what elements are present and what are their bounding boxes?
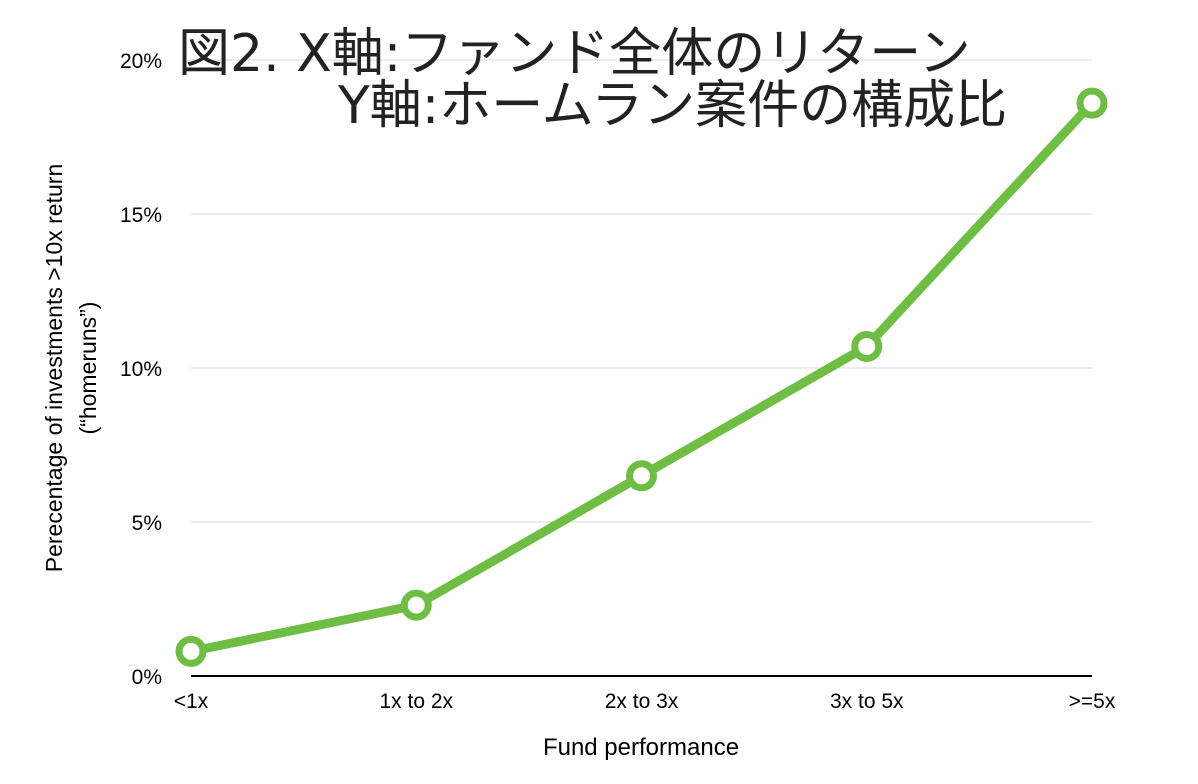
- y-axis-title-line: Perecentage of investments >10x return: [41, 164, 67, 573]
- y-axis-title-line: (“homeruns”): [75, 302, 101, 435]
- x-tick-label: 3x to 5x: [830, 690, 904, 713]
- x-tick-label: 2x to 3x: [605, 690, 679, 713]
- data-point: [1076, 87, 1108, 119]
- y-tick-label: 10%: [120, 358, 162, 381]
- x-tick-label: >=5x: [1069, 690, 1116, 713]
- series-layer: [175, 87, 1108, 667]
- x-tick-label: 1x to 2x: [379, 690, 453, 713]
- chart-title-line-1: 図2. X軸:ファンド全体のリターン: [178, 24, 971, 84]
- series-line: [186, 98, 1097, 656]
- data-point: [626, 460, 657, 492]
- y-tick-label: 5%: [132, 512, 162, 535]
- y-tick-label: 20%: [120, 50, 162, 73]
- chart-title-line-2: Y軸:ホームラン案件の構成比: [338, 76, 1008, 136]
- x-axis-title: Fund performance: [543, 734, 739, 761]
- labels: 0% 5% 10% 15% 20% <1x 1x to 2x 2x to 3x 3x to 5x…: [41, 50, 1116, 761]
- y-tick-label: 15%: [120, 204, 162, 227]
- x-tick-label: <1x: [174, 690, 209, 713]
- y-tick-label: 0%: [132, 666, 162, 689]
- gridlines: [191, 59, 1092, 523]
- data-point: [400, 589, 432, 621]
- data-point: [175, 635, 207, 667]
- data-point: [851, 330, 883, 362]
